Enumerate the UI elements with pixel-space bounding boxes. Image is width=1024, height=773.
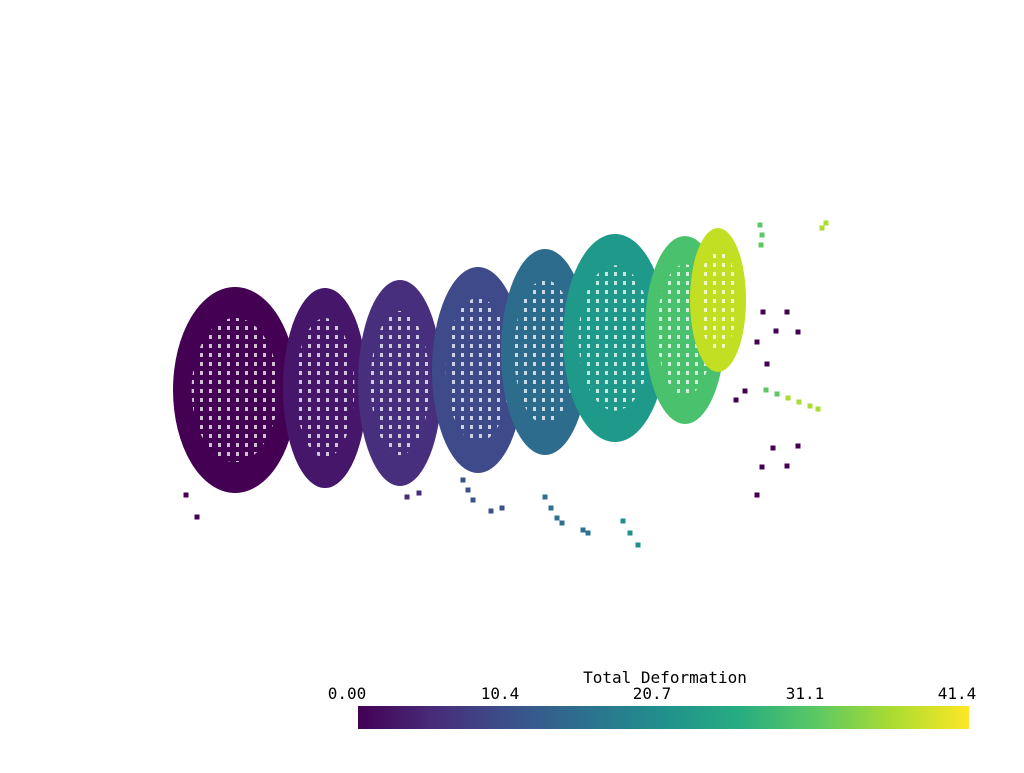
mesh-segment-pores-1 [295, 318, 355, 458]
colorbar-title: Total Deformation [583, 668, 747, 687]
mesh-segment-pores-3 [445, 297, 511, 443]
stray-point-37 [757, 222, 763, 228]
stray-point-19 [759, 464, 765, 470]
mesh-segment-pores-0 [191, 317, 279, 463]
colorbar-tick-3: 31.1 [785, 684, 825, 703]
stray-point-29 [760, 309, 766, 315]
stray-point-36 [815, 406, 821, 412]
stray-point-30 [754, 339, 760, 345]
stray-point-25 [764, 361, 770, 367]
stray-point-3 [416, 490, 422, 496]
stray-point-39 [758, 242, 764, 248]
stray-point-14 [585, 530, 591, 536]
stray-point-8 [499, 505, 505, 511]
stray-point-2 [404, 494, 410, 500]
stray-point-32 [774, 391, 780, 397]
stray-point-26 [773, 328, 779, 334]
colorbar-tick-0: 0.00 [327, 684, 367, 703]
stray-point-34 [796, 399, 802, 405]
stray-point-41 [823, 220, 829, 226]
stray-point-40 [819, 225, 825, 231]
stray-point-15 [620, 518, 626, 524]
stray-point-0 [194, 514, 200, 520]
stray-point-7 [488, 508, 494, 514]
stray-point-21 [784, 463, 790, 469]
colorbar-tick-4: 41.4 [937, 684, 977, 703]
stray-point-17 [635, 542, 641, 548]
stray-point-13 [580, 527, 586, 533]
stray-point-9 [542, 494, 548, 500]
stray-point-16 [627, 530, 633, 536]
mesh-segment-pores-5 [578, 265, 652, 411]
stray-point-22 [795, 443, 801, 449]
stray-point-35 [807, 403, 813, 409]
colorbar-tick-2: 20.7 [632, 684, 672, 703]
mesh-segment-pores-2 [370, 310, 430, 456]
colorbar-tick-1: 10.4 [480, 684, 520, 703]
stray-point-38 [759, 232, 765, 238]
mesh-segment-pores-4 [514, 279, 576, 425]
stray-point-4 [460, 477, 466, 483]
stray-point-28 [795, 329, 801, 335]
stray-point-20 [770, 445, 776, 451]
stray-point-23 [733, 397, 739, 403]
stray-point-6 [470, 497, 476, 503]
stray-point-12 [559, 520, 565, 526]
mesh-segments [173, 228, 746, 493]
colorbar-gradient [358, 706, 969, 729]
stray-points [183, 220, 829, 548]
stray-point-18 [754, 492, 760, 498]
stray-point-1 [183, 492, 189, 498]
mesh-segment-pores-7 [698, 249, 738, 351]
stray-point-31 [763, 387, 769, 393]
stray-point-10 [548, 505, 554, 511]
stray-point-5 [465, 487, 471, 493]
stray-point-11 [554, 515, 560, 521]
stray-point-33 [785, 395, 791, 401]
stray-point-27 [784, 309, 790, 315]
stray-point-24 [742, 388, 748, 394]
